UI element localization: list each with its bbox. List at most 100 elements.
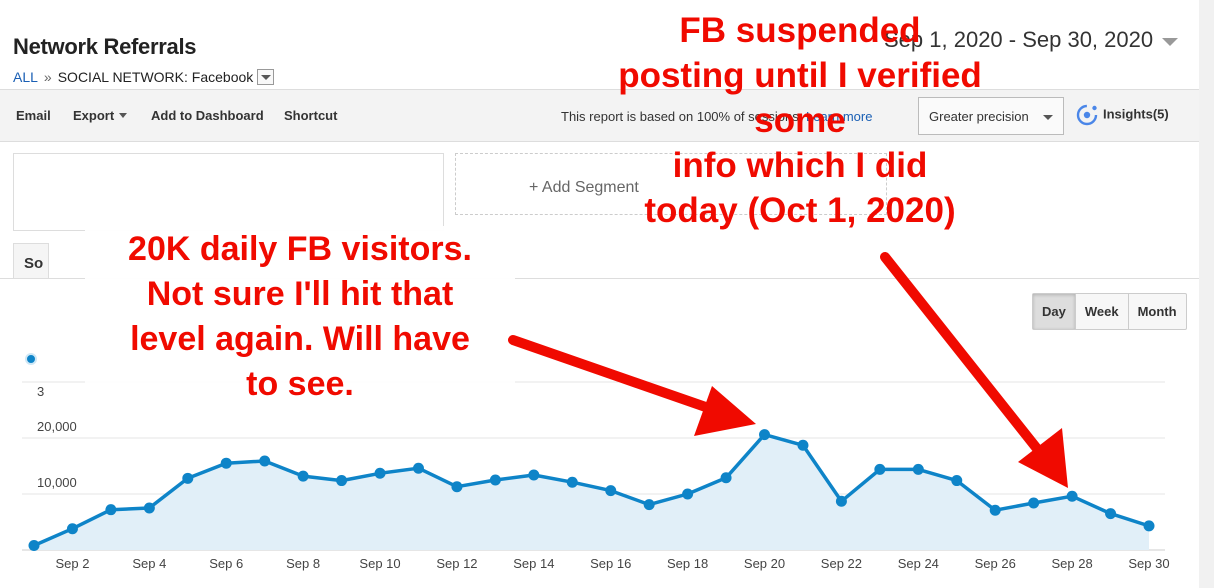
scrollbar-gutter bbox=[1199, 0, 1214, 588]
y-tick-label-partial: 3 bbox=[37, 384, 44, 399]
add-to-dashboard-button[interactable]: Add to Dashboard bbox=[151, 108, 264, 123]
precision-label: Greater precision bbox=[929, 109, 1029, 124]
data-point-sep-15[interactable] bbox=[566, 476, 578, 488]
series-area-fill bbox=[34, 434, 1149, 550]
x-tick-label: Sep 14 bbox=[513, 556, 554, 571]
x-tick-label: Sep 16 bbox=[590, 556, 631, 571]
tab-divider bbox=[0, 278, 1199, 279]
date-range-selector[interactable]: Sep 1, 2020 - Sep 30, 2020 bbox=[880, 24, 1188, 56]
annotation-line: Not sure I'll hit that bbox=[146, 275, 454, 313]
data-point-sep-26[interactable] bbox=[989, 504, 1001, 516]
add-segment-box[interactable] bbox=[455, 153, 887, 215]
series-legend-dot bbox=[25, 353, 37, 365]
breadcrumb-dropdown-icon[interactable] bbox=[257, 69, 275, 85]
month-button[interactable]: Month bbox=[1127, 294, 1186, 329]
tab-summary[interactable]: So bbox=[13, 243, 49, 279]
breadcrumb: ALL » SOCIAL NETWORK: Facebook bbox=[13, 69, 275, 85]
x-tick-label: Sep 6 bbox=[209, 556, 243, 571]
data-point-sep-5[interactable] bbox=[182, 472, 194, 484]
add-segment-button[interactable]: + Add Segment bbox=[529, 179, 639, 196]
week-button[interactable]: Week bbox=[1074, 294, 1128, 329]
chevron-down-icon bbox=[1162, 38, 1178, 46]
x-tick-label: Sep 18 bbox=[667, 556, 708, 571]
data-point-sep-19[interactable] bbox=[720, 472, 732, 484]
email-button[interactable]: Email bbox=[16, 108, 51, 123]
precision-dropdown[interactable]: Greater precision bbox=[918, 97, 1064, 135]
shortcut-label: Shortcut bbox=[284, 108, 338, 123]
data-point-sep-8[interactable] bbox=[297, 470, 309, 482]
x-tick-label: Sep 12 bbox=[436, 556, 477, 571]
data-point-sep-11[interactable] bbox=[412, 462, 424, 474]
x-tick-label: Sep 10 bbox=[359, 556, 400, 571]
insights-icon bbox=[1076, 104, 1098, 126]
data-point-sep-6[interactable] bbox=[220, 457, 232, 469]
series-line bbox=[33, 432, 1150, 548]
x-tick-label: Sep 28 bbox=[1052, 556, 1093, 571]
email-label: Email bbox=[16, 108, 51, 123]
data-point-sep-22[interactable] bbox=[835, 495, 847, 507]
data-point-sep-10[interactable] bbox=[374, 467, 386, 479]
annotation-line: to see. bbox=[246, 365, 354, 403]
annotation-suspension-callout: FB suspended posting until I verified so… bbox=[570, 8, 1030, 233]
x-tick-label: Sep 20 bbox=[744, 556, 785, 571]
x-tick-label: Sep 30 bbox=[1128, 556, 1169, 571]
x-axis-labels: Sep 2 Sep 4 Sep 6 Sep 8 Sep 10 Sep 12 Sep 14 Se… bbox=[55, 556, 1169, 571]
learn-more-link[interactable]: Learn more bbox=[805, 109, 873, 124]
annotation-line: some bbox=[754, 101, 846, 140]
data-point-sep-2[interactable] bbox=[66, 523, 78, 535]
data-point-sep-21[interactable] bbox=[797, 439, 809, 451]
y-tick-label: 10,000 bbox=[37, 475, 77, 490]
export-label: Export bbox=[73, 108, 115, 123]
annotation-line: posting until I verified bbox=[618, 56, 982, 95]
data-point-sep-7[interactable] bbox=[259, 455, 271, 467]
data-point-sep-13[interactable] bbox=[489, 474, 501, 486]
annotation-peak-callout: 20K daily FB visitors. Not sure I'll hit… bbox=[85, 226, 515, 406]
data-point-sep-18[interactable] bbox=[682, 488, 694, 500]
data-point-sep-1[interactable] bbox=[28, 540, 40, 552]
sampling-note: This report is based on 100% of sessions… bbox=[561, 109, 872, 124]
page-title: Network Referrals bbox=[13, 34, 197, 59]
chevron-down-icon bbox=[1043, 115, 1053, 120]
breadcrumb-all-link[interactable]: ALL bbox=[13, 69, 38, 85]
breadcrumb-dimension-value: Facebook bbox=[191, 69, 254, 85]
data-point-sep-4[interactable] bbox=[143, 502, 155, 514]
data-point-sep-17[interactable] bbox=[643, 499, 655, 511]
add-to-dashboard-label: Add to Dashboard bbox=[151, 108, 264, 123]
data-point-sep-16[interactable] bbox=[605, 485, 617, 497]
data-point-sep-20[interactable] bbox=[759, 429, 771, 441]
annotation-line: FB suspended bbox=[679, 11, 921, 50]
date-range-text: Sep 1, 2020 - Sep 30, 2020 bbox=[884, 27, 1154, 52]
data-point-sep-30[interactable] bbox=[1143, 520, 1155, 532]
x-tick-label: Sep 26 bbox=[975, 556, 1016, 571]
y-axis-labels: 10,000 20,000 3 bbox=[37, 384, 77, 490]
report-toolbar: Email Export Add to Dashboard Shortcut T… bbox=[0, 89, 1199, 142]
segment-panel-all-users[interactable] bbox=[13, 153, 444, 231]
annotation-line: 20K daily FB visitors. bbox=[128, 230, 472, 268]
data-point-sep-9[interactable] bbox=[336, 475, 348, 487]
annotation-line: level again. Will have bbox=[130, 320, 470, 358]
data-point-sep-29[interactable] bbox=[1105, 508, 1117, 520]
shortcut-button[interactable]: Shortcut bbox=[284, 108, 337, 123]
y-tick-label: 20,000 bbox=[37, 419, 77, 434]
sampling-note-text: This report is based on 100% of sessions… bbox=[561, 109, 803, 124]
period-toggle: Day Week Month bbox=[1032, 293, 1187, 330]
data-point-sep-25[interactable] bbox=[951, 475, 963, 487]
x-tick-label: Sep 8 bbox=[286, 556, 320, 571]
data-point-sep-28[interactable] bbox=[1066, 490, 1078, 502]
insights-button[interactable]: Insights(5) bbox=[1075, 103, 1169, 127]
data-point-sep-27[interactable] bbox=[1028, 497, 1040, 509]
annotation-line: today (Oct 1, 2020) bbox=[644, 191, 956, 230]
data-point-sep-3[interactable] bbox=[105, 504, 117, 516]
export-button[interactable]: Export bbox=[73, 108, 128, 123]
data-point-sep-24[interactable] bbox=[912, 463, 924, 475]
breadcrumb-dimension-label: SOCIAL NETWORK: bbox=[57, 69, 188, 85]
data-point-sep-12[interactable] bbox=[451, 481, 463, 493]
chevron-down-icon bbox=[119, 113, 128, 118]
x-tick-label: Sep 22 bbox=[821, 556, 862, 571]
data-point-sep-23[interactable] bbox=[874, 463, 886, 475]
annotation-line: info which I did bbox=[672, 146, 928, 185]
day-button[interactable]: Day bbox=[1033, 294, 1075, 329]
x-tick-label: Sep 4 bbox=[132, 556, 166, 571]
data-point-sep-14[interactable] bbox=[528, 469, 540, 481]
